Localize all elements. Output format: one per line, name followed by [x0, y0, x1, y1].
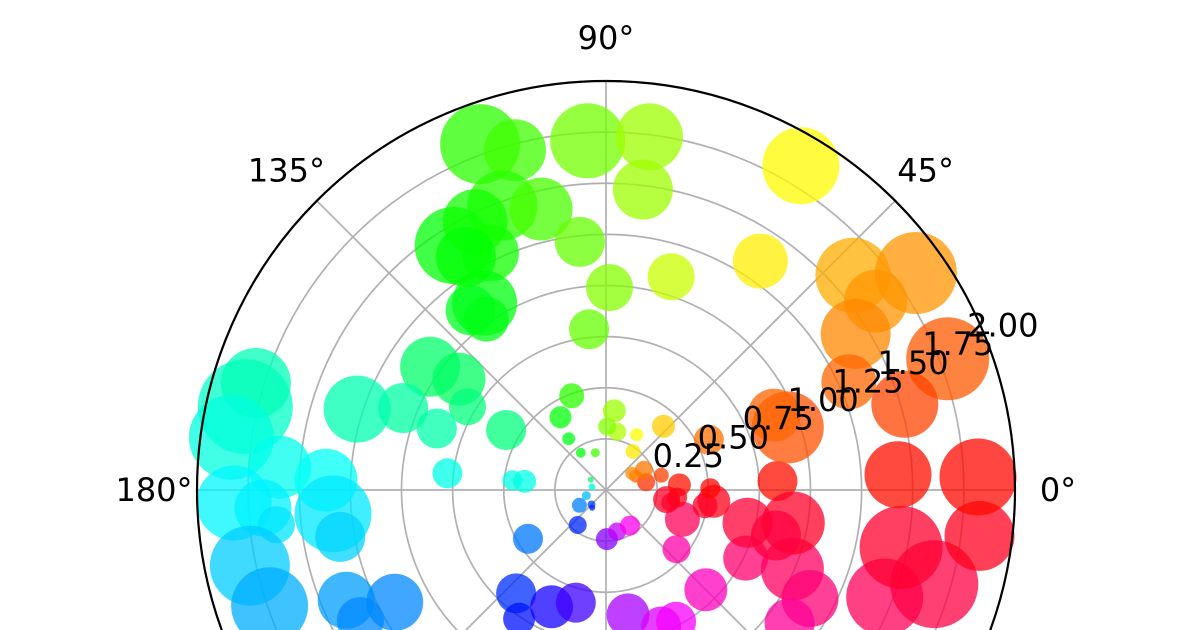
scatter-point	[684, 568, 728, 612]
scatter-point	[463, 296, 509, 342]
scatter-point	[568, 516, 587, 534]
scatter-point	[378, 383, 429, 433]
scatter-point	[662, 535, 691, 564]
scatter-point	[416, 408, 457, 449]
theta-tick-label: 135°	[248, 151, 325, 189]
theta-tick-label: 0°	[1040, 471, 1076, 509]
scatter-point	[693, 424, 724, 455]
scatter-point	[484, 119, 546, 182]
scatter-point	[554, 216, 605, 267]
scatter-point	[231, 567, 309, 630]
scatter-point	[667, 487, 688, 508]
scatter-point	[589, 504, 596, 511]
scatter-point	[586, 264, 633, 312]
scatter-point	[336, 597, 384, 630]
theta-gridline	[464, 489, 607, 630]
scatter-point	[821, 354, 877, 410]
scatter-point	[549, 406, 572, 429]
scatter-point	[722, 497, 773, 548]
scatter-point	[732, 233, 788, 289]
scatter-point	[625, 444, 641, 459]
scatter-point	[449, 388, 486, 426]
r-tick-label: 1.50	[877, 344, 948, 382]
scatter-point	[435, 226, 496, 287]
polar-spine	[196, 80, 1016, 630]
scatter-point	[562, 432, 576, 446]
scatter-point	[323, 375, 391, 443]
scatter-point	[859, 505, 943, 589]
scatter-point	[581, 491, 591, 501]
scatter-point	[606, 593, 650, 630]
scatter-point	[513, 469, 537, 493]
scatter-point	[588, 483, 596, 491]
scatter-point	[575, 447, 586, 458]
scatter-point	[602, 399, 626, 423]
r-tick-label: 1.00	[787, 381, 858, 419]
scatter-point	[747, 388, 801, 442]
scatter-point	[559, 383, 585, 409]
scatter-point	[700, 478, 721, 499]
scatter-point	[647, 253, 695, 301]
scatter-point	[764, 598, 815, 630]
theta-gridline	[605, 489, 748, 630]
scatter-point	[555, 582, 596, 623]
scatter-point	[571, 497, 587, 513]
scatter-point	[634, 460, 653, 479]
scatter-point	[692, 493, 718, 519]
scatter-point	[630, 428, 644, 442]
scatter-point	[762, 127, 840, 205]
scatter-point	[486, 410, 527, 450]
scatter-point	[864, 441, 932, 509]
r-tick-label: 1.25	[832, 363, 903, 401]
scatter-point	[550, 103, 626, 179]
r-tick-label: 2.00	[967, 307, 1038, 345]
scatter-point	[612, 159, 673, 220]
scatter-point	[652, 414, 675, 438]
scatter-point	[496, 573, 537, 614]
theta-tick-label: 180°	[115, 471, 192, 509]
scatter-point	[656, 601, 697, 630]
scatter-point	[509, 177, 573, 241]
scatter-point	[432, 458, 463, 489]
r-tick-label: 0.75	[743, 400, 814, 438]
theta-tick-label: 45°	[897, 151, 954, 189]
scatter-point	[653, 467, 669, 483]
scatter-point	[513, 523, 543, 554]
r-tick-label: 1.75	[922, 325, 993, 363]
scatter-point	[615, 103, 683, 171]
scatter-point	[315, 511, 366, 562]
theta-gridline	[316, 200, 607, 491]
scatter-point	[620, 515, 640, 536]
scatter-point	[820, 298, 891, 369]
r-tick-label: 0.25	[653, 437, 724, 475]
scatter-point	[939, 438, 1017, 516]
r-tick-label: 0.50	[698, 418, 769, 456]
scatter-point	[871, 370, 939, 438]
scatter-point	[503, 602, 536, 630]
scatter-point	[757, 461, 798, 501]
scatter-point	[598, 417, 617, 436]
scatter-point	[944, 500, 1015, 571]
scatter-point	[590, 448, 600, 458]
scatter-point	[587, 476, 594, 483]
theta-tick-label: 90°	[578, 19, 635, 57]
scatter-point	[569, 309, 610, 350]
